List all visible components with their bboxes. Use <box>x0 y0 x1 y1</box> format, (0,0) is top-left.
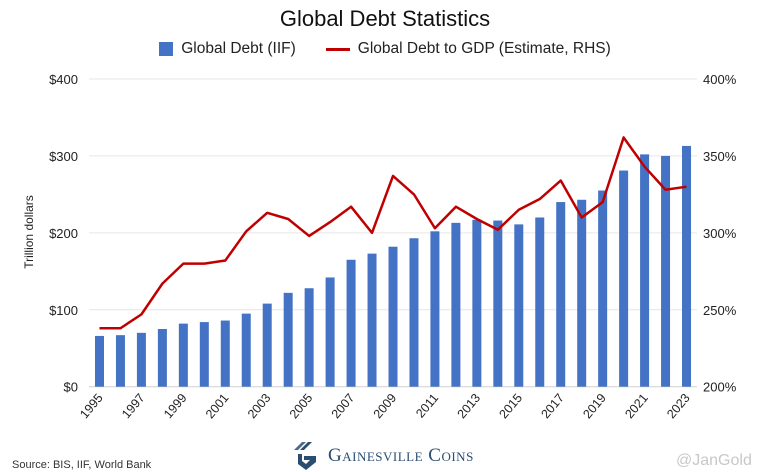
y2-tick-label: 350% <box>703 149 737 164</box>
y-tick-label: $200 <box>49 226 78 241</box>
bar-2008 <box>368 254 377 387</box>
x-tick-label: 2001 <box>203 391 232 421</box>
bar-2007 <box>347 260 356 387</box>
bar-1995 <box>95 336 104 387</box>
bar-2002 <box>242 314 251 387</box>
y-tick-label: $100 <box>49 303 78 318</box>
x-tick-label: 2005 <box>287 391 316 421</box>
bar-2019 <box>598 191 607 387</box>
bar-2021 <box>640 154 649 386</box>
logo-mark-icon <box>290 440 320 472</box>
y2-tick-label: 250% <box>703 303 737 318</box>
bar-2014 <box>493 221 502 387</box>
y2-tick-label: 300% <box>703 226 737 241</box>
y-axis-label: Trillion dollars <box>22 195 36 269</box>
bar-2012 <box>451 223 460 387</box>
x-tick-label: 2015 <box>496 391 525 421</box>
x-tick-label: 1999 <box>161 391 190 421</box>
bar-2001 <box>221 321 230 387</box>
bar-2009 <box>389 247 398 387</box>
bar-2000 <box>200 322 209 387</box>
gainesville-coins-logo: Gainesville Coins <box>290 440 474 472</box>
watermark: @JanGold <box>676 452 752 470</box>
bar-1997 <box>137 333 146 387</box>
x-tick-label: 2021 <box>622 391 651 421</box>
x-tick-label: 1995 <box>77 391 106 421</box>
bar-2006 <box>326 277 335 386</box>
bar-1999 <box>179 324 188 387</box>
x-tick-label: 2013 <box>455 391 484 421</box>
bar-2018 <box>577 200 586 387</box>
x-tick-label: 2003 <box>245 391 274 421</box>
source-note: Source: BIS, IIF, World Bank <box>12 459 151 471</box>
y-tick-label: $400 <box>49 72 78 87</box>
bar-2005 <box>305 288 314 386</box>
x-tick-label: 2017 <box>538 391 567 421</box>
bar-2004 <box>284 293 293 387</box>
bar-2010 <box>409 238 418 386</box>
bar-2017 <box>556 202 565 387</box>
bar-2020 <box>619 171 628 387</box>
y-tick-label: $300 <box>49 149 78 164</box>
bar-2011 <box>430 231 439 386</box>
bar-2015 <box>514 224 523 386</box>
logo-text: Gainesville Coins <box>328 445 474 467</box>
x-tick-label: 2011 <box>413 391 441 421</box>
bar-1998 <box>158 329 167 387</box>
x-tick-label: 2007 <box>329 391 358 421</box>
bar-2013 <box>472 220 481 387</box>
y2-tick-label: 400% <box>703 72 737 87</box>
bar-2003 <box>263 304 272 387</box>
bar-2023 <box>682 146 691 387</box>
y-tick-label: $0 <box>64 380 78 395</box>
bar-2016 <box>535 217 544 386</box>
x-tick-label: 2023 <box>664 391 693 421</box>
bar-1996 <box>116 335 125 387</box>
x-tick-label: 2019 <box>580 391 609 421</box>
y2-tick-label: 200% <box>703 380 737 395</box>
x-tick-label: 1997 <box>119 391 148 421</box>
x-tick-label: 2009 <box>371 391 400 421</box>
